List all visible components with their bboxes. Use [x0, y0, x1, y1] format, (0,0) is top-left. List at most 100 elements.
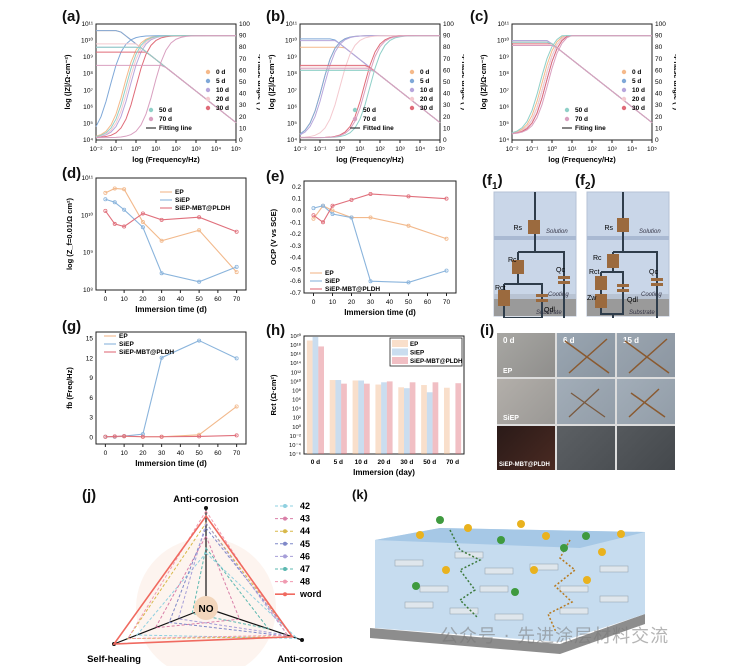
- center-disc: [194, 596, 218, 620]
- data-point: [197, 338, 202, 343]
- x-tick-label: 60: [214, 450, 222, 457]
- ocp-time-chart-e: 0 10 20 30 40 50 60 70 -0.7 -0.6 -0.5 -0.4 -0.3 -0.2 -…: [269, 180, 457, 317]
- y2-tick-label: 80: [655, 44, 663, 51]
- bar-SiEP: [404, 388, 410, 454]
- x-axis-label: log (Frequency/Hz): [132, 155, 200, 164]
- y2-tick-label: 60: [655, 67, 663, 74]
- x-axis-label: Immersion time (d): [135, 305, 207, 314]
- legend-marker: [621, 69, 627, 75]
- solution-label: Solution: [639, 229, 661, 235]
- radar-axis: [113, 607, 207, 645]
- series-line-SiEP-MBT@PLDH: [104, 210, 237, 233]
- impedance-time-chart-d: 0 10 20 30 40 50 60 70 10⁸ 10⁹ 10¹⁰ 10¹¹ Immersion t…: [65, 175, 247, 314]
- panel-label-i: (i): [480, 322, 495, 339]
- data-point: [140, 225, 145, 230]
- impedance-series-30d: [300, 64, 441, 123]
- diffusion-path-yellow: [547, 539, 577, 633]
- x-tick-label: 10⁵: [647, 146, 657, 153]
- legend-marker: [352, 116, 358, 122]
- data-point: [234, 229, 239, 234]
- x-tick-label: 30: [158, 296, 166, 303]
- x-tick-label: 10⁰: [335, 145, 345, 153]
- x-tick-label: 10¹: [151, 146, 161, 153]
- phase-series-70d: [511, 35, 652, 135]
- y-tick-label: 10⁶: [83, 104, 93, 111]
- rc-resistor: [512, 260, 524, 274]
- bar-SiEP-MBT@PLDH: [318, 346, 324, 454]
- legend-label: SiEP-MBT@PLDH: [410, 358, 463, 365]
- y-tick-label: 0.0: [292, 207, 301, 214]
- x-tick-label: 10³: [191, 146, 201, 153]
- scratch-photo-grid: 0 d EP 6 d 15 d SiEP SiEP-MBT@PLDH: [497, 333, 675, 470]
- y2-tick-label: 80: [443, 44, 451, 51]
- data-point: [197, 228, 202, 233]
- x-tick-label: 10⁻²: [506, 146, 520, 153]
- x-axis-label: Immersion time (d): [344, 308, 416, 317]
- legend-label: SiEP-MBT@PLDH: [175, 205, 230, 212]
- x-tick-label: 0: [104, 296, 108, 303]
- legend-label: 0 d: [632, 69, 641, 76]
- plot-frame: [95, 23, 237, 141]
- watermark: 公众号 · 先进涂层材料交流: [440, 626, 670, 647]
- impedance-series-70d: [512, 45, 653, 123]
- radar-series-47: [191, 546, 270, 630]
- y2-tick-label: 100: [443, 21, 454, 28]
- y-axis-label: log (Z_f=0.01/Ω cm²): [65, 197, 74, 270]
- data-point: [122, 224, 127, 229]
- rs-label: Rs: [604, 225, 613, 232]
- x-tick-label: 50: [405, 299, 413, 306]
- bar-EP: [306, 340, 313, 454]
- y-axis-label: Rct (Ω·cm²): [269, 374, 278, 416]
- rc-label: Rc: [593, 255, 602, 262]
- bar-SiEP-MBT@PLDH: [455, 383, 462, 454]
- bar-SiEP: [335, 380, 342, 454]
- x-tick-label: 70: [443, 299, 451, 306]
- y-tick-label: 10¹⁰: [81, 211, 93, 219]
- y-tick-label: 3: [89, 415, 93, 422]
- y-tick-label: 10¹¹: [285, 21, 297, 28]
- photo-ep-15d: 15 d: [617, 333, 675, 378]
- legend-label: EP: [175, 189, 184, 196]
- x-tick-label: 10⁻²: [90, 146, 104, 153]
- x-tick-label: 10¹: [355, 146, 365, 153]
- legend-label: 10 d: [420, 87, 433, 94]
- data-point: [234, 264, 239, 269]
- legend-marker: [409, 105, 415, 111]
- data-point: [112, 434, 117, 439]
- plot-frame: [303, 335, 465, 455]
- y-axis-label: log (|Z|/Ω·cm⁻²): [267, 54, 276, 109]
- panel-label-j: (j): [82, 487, 97, 504]
- data-point: [103, 208, 108, 213]
- legend-marker: [409, 69, 415, 75]
- legend-label: 48: [300, 577, 310, 587]
- zw-label: Zw: [587, 295, 597, 302]
- x-tick-label: 10⁴: [211, 146, 221, 153]
- x-tick-label: 70: [233, 296, 241, 303]
- radar-series-word: [112, 514, 294, 645]
- bar-SiEP-MBT@PLDH: [341, 383, 347, 454]
- y-tick-label: 10⁴: [83, 137, 93, 144]
- legend-label: 10 d: [216, 87, 229, 94]
- legend-marker: [621, 96, 627, 102]
- bar-SiEP-MBT@PLDH: [386, 381, 393, 454]
- sample-label: EP: [503, 368, 513, 376]
- legend-marker: [148, 107, 154, 113]
- day-label: 6 d: [563, 336, 575, 345]
- radar-chart-j: NO Anti-corrosion Anti-corrosion Self-heali…: [87, 494, 343, 666]
- solution-label: Solution: [546, 229, 568, 235]
- legend-label: 50 d: [159, 107, 172, 114]
- x-axis-label: Immersion time (d): [135, 459, 207, 468]
- panel-label-d: (d): [62, 165, 82, 182]
- rc-resistor: [607, 254, 619, 268]
- panel-label-h: (h): [266, 322, 286, 339]
- panel-label-a: (a): [62, 8, 81, 25]
- center-label: NO: [199, 604, 214, 615]
- legend-label: 0 d: [420, 69, 429, 76]
- x-tick-label: 30: [158, 450, 166, 457]
- bar-SiEP: [426, 392, 433, 454]
- y2-tick-label: 20: [655, 114, 663, 121]
- series-line-SiEP: [313, 205, 447, 283]
- x-tick-label: 20: [348, 299, 356, 306]
- day-label: 0 d: [503, 336, 515, 345]
- y-tick-label: 10⁷: [287, 87, 297, 94]
